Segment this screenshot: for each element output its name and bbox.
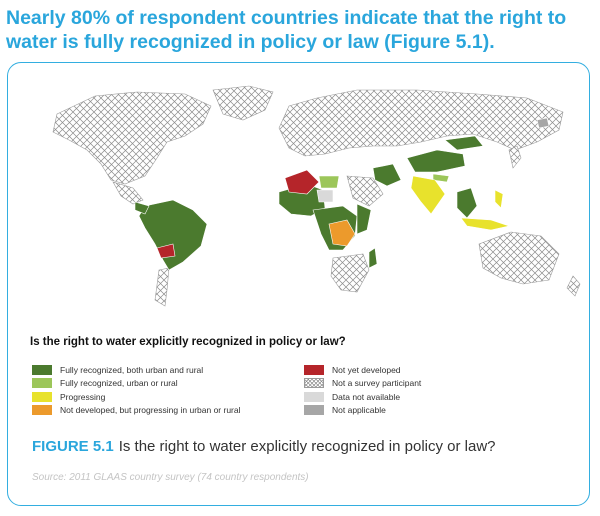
legend-label: Fully recognized, both urban and rural bbox=[60, 364, 204, 375]
region-drc bbox=[328, 219, 356, 247]
region-sahara bbox=[284, 169, 320, 195]
region-greenland bbox=[212, 85, 274, 121]
legend-item: Not yet developed bbox=[304, 363, 421, 377]
region-middle-east bbox=[372, 163, 402, 187]
legend-swatch bbox=[32, 405, 52, 416]
legend-item: Data not available bbox=[304, 390, 421, 404]
region-southern-africa bbox=[330, 253, 370, 293]
legend-item: Fully recognized, both urban and rural bbox=[32, 363, 241, 377]
region-new-zealand bbox=[566, 275, 581, 297]
legend-swatch bbox=[32, 391, 52, 402]
legend-label: Not yet developed bbox=[332, 364, 401, 375]
legend-item: Not a survey participant bbox=[304, 377, 421, 391]
region-arabia bbox=[346, 175, 384, 207]
legend-label: Not developed, but progressing in urban … bbox=[60, 405, 241, 416]
region-north-africa-east bbox=[318, 175, 340, 189]
figure-caption-text: Is the right to water explicitly recogni… bbox=[118, 438, 496, 455]
legend-item: Fully recognized, urban or rural bbox=[32, 377, 241, 391]
region-central-america bbox=[134, 201, 150, 215]
region-southeast-asia bbox=[456, 187, 478, 219]
figure-caption: FIGURE 5.1 Is the right to water explicit… bbox=[32, 438, 496, 455]
legend-item: Not developed, but progressing in urban … bbox=[32, 404, 241, 418]
region-south-asia bbox=[410, 175, 446, 215]
fully-recognized-urban-or-rural-regions bbox=[318, 173, 450, 189]
region-paraguay bbox=[156, 243, 176, 259]
not-applicable-regions bbox=[536, 117, 550, 129]
non-participant-regions bbox=[52, 85, 581, 307]
legend-swatch bbox=[32, 364, 52, 375]
data-not-available-regions bbox=[316, 189, 334, 203]
legend-title: Is the right to water explicitly recogni… bbox=[30, 336, 346, 348]
world-map bbox=[52, 85, 581, 307]
region-sahel bbox=[316, 189, 334, 203]
region-nepal bbox=[432, 173, 450, 183]
region-antarctic-fringe bbox=[536, 117, 550, 129]
legend-label: Not applicable bbox=[332, 405, 386, 416]
legend-label: Not a survey participant bbox=[332, 378, 422, 389]
figure-label: FIGURE 5.1 bbox=[32, 438, 114, 455]
legend-column-right: Not yet developed Not a survey participa… bbox=[304, 363, 421, 417]
region-mexico bbox=[112, 181, 144, 205]
region-europe-russia bbox=[278, 89, 564, 157]
region-north-america bbox=[52, 91, 212, 185]
legend-swatch bbox=[304, 378, 324, 389]
region-madagascar bbox=[368, 247, 378, 269]
legend-swatch bbox=[304, 364, 324, 375]
region-philippines bbox=[494, 189, 504, 209]
headline: Nearly 80% of respondent countries indic… bbox=[6, 7, 567, 53]
not-yet-developed-regions bbox=[156, 169, 320, 259]
legend-item: Not applicable bbox=[304, 404, 421, 418]
legend-label: Progressing bbox=[60, 391, 106, 402]
legend-swatch bbox=[32, 378, 52, 389]
region-indonesia bbox=[460, 217, 511, 231]
source-note: Source: 2011 GLAAS country survey (74 co… bbox=[32, 472, 309, 483]
legend-swatch bbox=[304, 405, 324, 416]
region-east-africa bbox=[356, 203, 372, 235]
legend-label: Fully recognized, urban or rural bbox=[60, 378, 178, 389]
legend-column-left: Fully recognized, both urban and rural F… bbox=[32, 363, 241, 417]
legend-label: Data not available bbox=[332, 391, 401, 402]
region-japan bbox=[508, 145, 522, 169]
legend-item: Progressing bbox=[32, 390, 241, 404]
region-australia bbox=[478, 231, 560, 285]
region-mongolia bbox=[444, 135, 484, 151]
not-developed-progressing-regions bbox=[328, 219, 356, 247]
legend-swatch bbox=[304, 391, 324, 402]
region-central-asia bbox=[406, 149, 466, 173]
region-southern-cone bbox=[154, 267, 170, 307]
region-south-america bbox=[138, 199, 208, 271]
progressing-regions bbox=[410, 175, 511, 231]
